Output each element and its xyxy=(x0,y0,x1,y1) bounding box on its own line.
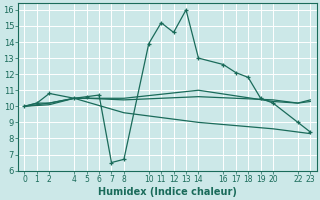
X-axis label: Humidex (Indice chaleur): Humidex (Indice chaleur) xyxy=(98,187,237,197)
